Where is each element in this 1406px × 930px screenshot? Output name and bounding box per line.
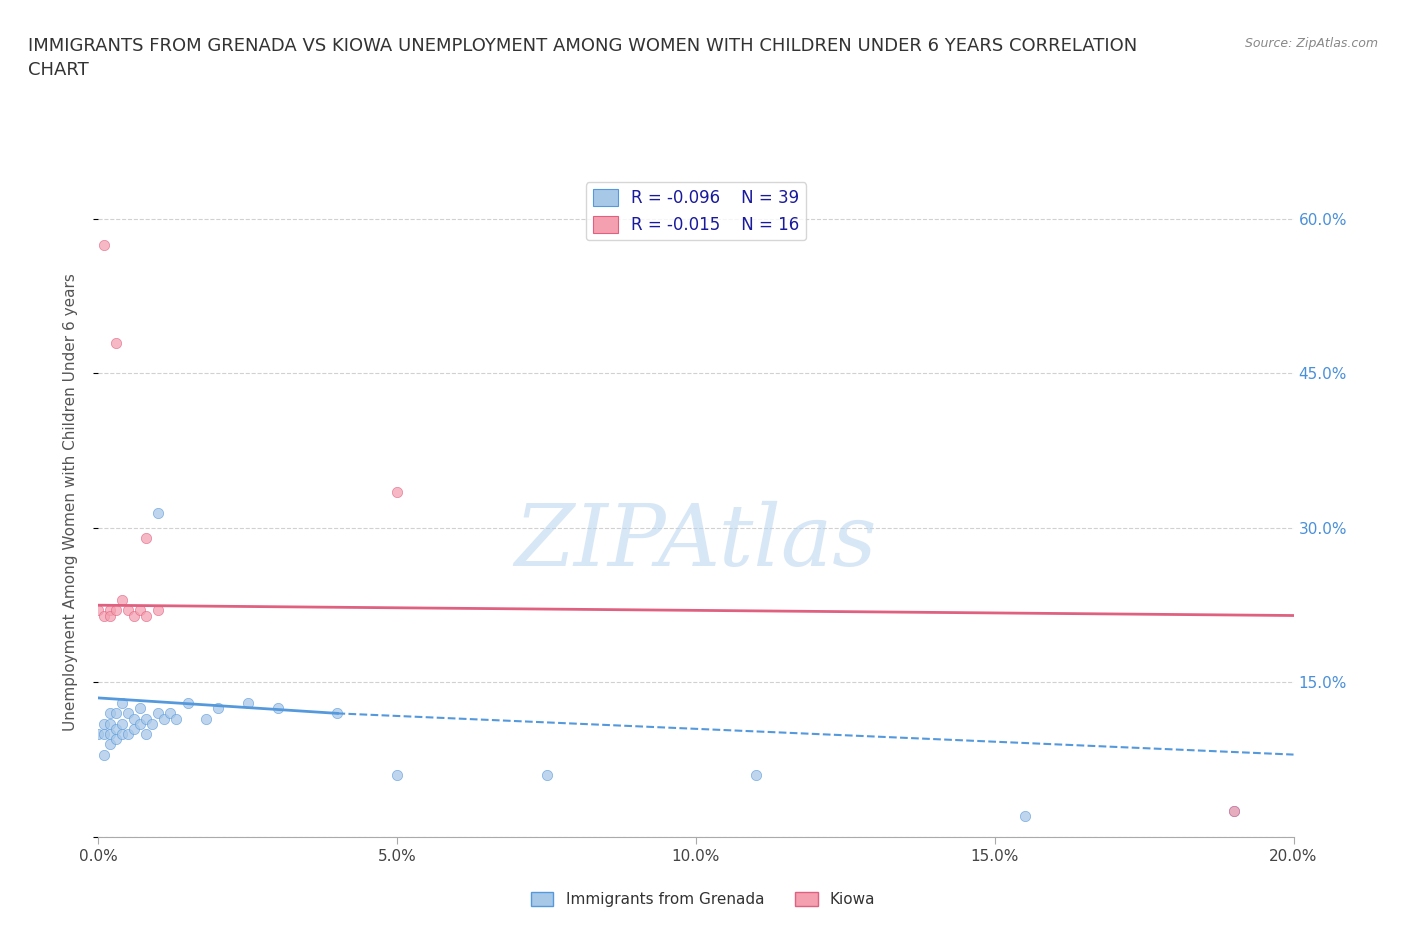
Point <box>129 603 152 618</box>
Point <box>100 603 122 618</box>
Point <box>117 603 139 618</box>
Point <box>195 711 218 726</box>
Point <box>326 706 349 721</box>
Point <box>148 505 170 520</box>
Point <box>153 711 176 726</box>
Point <box>207 701 229 716</box>
Point <box>105 722 128 737</box>
Point <box>135 531 157 546</box>
Point <box>129 701 152 716</box>
Point <box>135 726 157 741</box>
Point <box>148 706 170 721</box>
Point <box>148 603 170 618</box>
Point <box>129 716 152 731</box>
Point <box>105 732 128 747</box>
Point <box>385 485 409 499</box>
Point <box>111 696 134 711</box>
Text: ZIPAtlas: ZIPAtlas <box>515 501 877 584</box>
Point <box>536 768 558 783</box>
Point <box>105 706 128 721</box>
Y-axis label: Unemployment Among Women with Children Under 6 years: Unemployment Among Women with Children U… <box>63 273 77 731</box>
Point <box>93 726 115 741</box>
Point <box>159 706 181 721</box>
Point <box>100 726 122 741</box>
Point <box>135 711 157 726</box>
Point <box>267 701 290 716</box>
Point <box>135 608 157 623</box>
Legend: R = -0.096    N = 39, R = -0.015    N = 16: R = -0.096 N = 39, R = -0.015 N = 16 <box>586 182 806 241</box>
Text: IMMIGRANTS FROM GRENADA VS KIOWA UNEMPLOYMENT AMONG WOMEN WITH CHILDREN UNDER 6 : IMMIGRANTS FROM GRENADA VS KIOWA UNEMPLO… <box>28 37 1137 79</box>
Point <box>124 608 146 623</box>
Point <box>111 716 134 731</box>
Point <box>93 716 115 731</box>
Point <box>385 768 409 783</box>
Point <box>100 608 122 623</box>
Point <box>236 696 259 711</box>
Point <box>111 592 134 607</box>
Legend: Immigrants from Grenada, Kiowa: Immigrants from Grenada, Kiowa <box>524 885 882 913</box>
Point <box>117 726 139 741</box>
Point <box>141 716 163 731</box>
Point <box>93 237 115 252</box>
Point <box>124 722 146 737</box>
Point <box>165 711 187 726</box>
Point <box>93 747 115 762</box>
Point <box>111 726 134 741</box>
Point <box>117 706 139 721</box>
Point <box>177 696 200 711</box>
Point <box>100 737 122 751</box>
Point <box>1223 804 1246 818</box>
Point <box>100 716 122 731</box>
Point <box>105 335 128 350</box>
Text: Source: ZipAtlas.com: Source: ZipAtlas.com <box>1244 37 1378 50</box>
Point <box>745 768 768 783</box>
Point <box>105 603 128 618</box>
Point <box>100 706 122 721</box>
Point <box>1223 804 1246 818</box>
Point <box>87 603 110 618</box>
Point <box>1014 809 1036 824</box>
Point <box>124 711 146 726</box>
Point <box>87 726 110 741</box>
Point <box>93 608 115 623</box>
